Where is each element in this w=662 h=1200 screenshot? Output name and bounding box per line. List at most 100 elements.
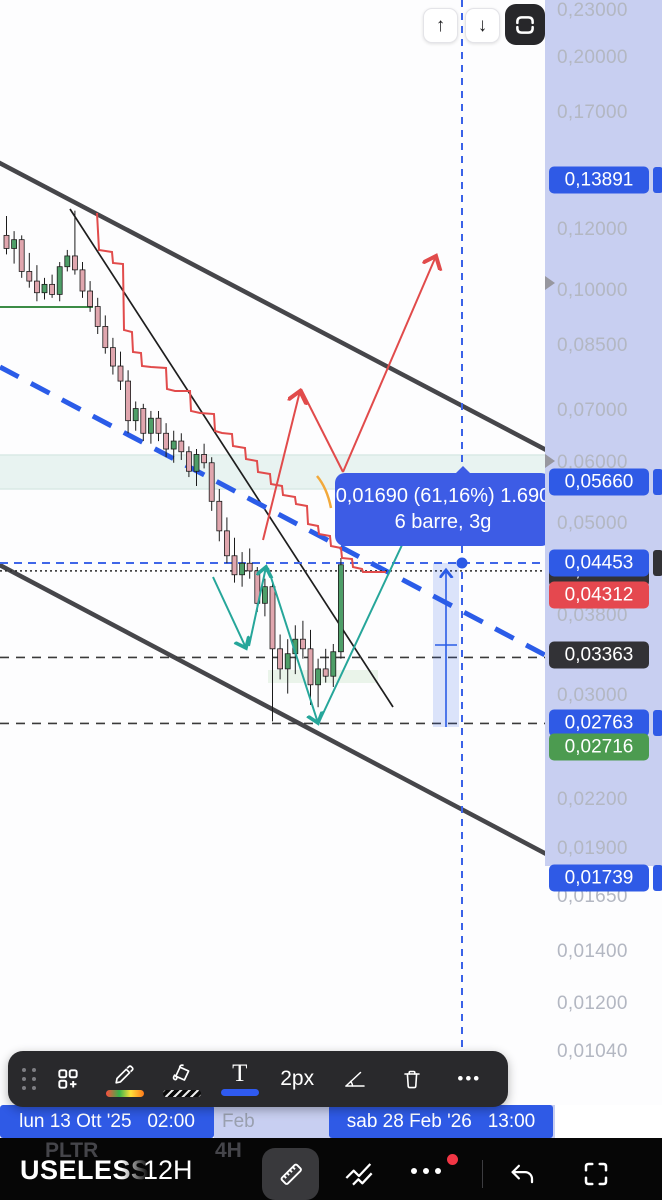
- price-label-blue: 0,13891: [549, 166, 649, 194]
- candle: [147, 417, 154, 434]
- measure-tooltip-line2: 6 barre, 3g: [394, 511, 492, 533]
- notification-dot: [447, 1154, 458, 1165]
- more-options-button[interactable]: •••: [441, 1069, 498, 1089]
- candle: [72, 255, 78, 271]
- price-tick-label: 0,12000: [557, 218, 628, 240]
- price-tick-label: 0,02200: [557, 789, 628, 811]
- channel-upper-line[interactable]: [0, 160, 552, 454]
- undo-button[interactable]: [503, 1156, 541, 1192]
- pan-down-button[interactable]: ↓: [465, 8, 500, 43]
- time-tick-label: Feb: [222, 1111, 255, 1132]
- line-color-swatch: [106, 1089, 145, 1097]
- measure-tool-button[interactable]: [262, 1148, 319, 1200]
- text-tool-button[interactable]: T: [211, 1061, 268, 1096]
- candle: [261, 586, 268, 604]
- edge-price-stub: [653, 865, 662, 891]
- red-projection-arrows[interactable]: [262, 256, 436, 541]
- arrow-up-icon: ↑: [435, 14, 446, 36]
- measure-tooltip: 0,01690 (61,16%) 1.690 6 barre, 3g: [335, 473, 551, 546]
- fill-pattern-swatch: [163, 1089, 202, 1097]
- candle: [56, 266, 63, 295]
- fill-color-button[interactable]: [154, 1062, 211, 1097]
- candle: [185, 451, 192, 472]
- edge-price-stub: [653, 710, 662, 736]
- candle: [79, 269, 86, 292]
- candle: [239, 562, 246, 576]
- candle: [125, 380, 131, 422]
- candle: [94, 306, 101, 327]
- candle: [163, 432, 170, 450]
- candle: [315, 668, 322, 686]
- text-color-swatch: [220, 1088, 259, 1096]
- candle: [49, 283, 55, 295]
- price-tick-label: 0,01200: [557, 992, 628, 1014]
- price-tick-label: 0,07000: [557, 399, 628, 421]
- measure-band[interactable]: [433, 563, 459, 727]
- symbol-button[interactable]: USELESS: [20, 1155, 150, 1185]
- candle: [337, 564, 344, 653]
- measure-handle-dot[interactable]: [456, 557, 468, 569]
- price-tick-label: 0,08500: [557, 334, 628, 356]
- edge-price-stub: [653, 167, 662, 193]
- edge-price-stub: [653, 469, 662, 495]
- candle: [284, 653, 291, 670]
- price-tick-label: 0,03000: [557, 684, 628, 706]
- line-color-button[interactable]: [96, 1062, 153, 1097]
- interval-button[interactable]: 12H: [143, 1155, 193, 1185]
- toolbar-drag-handle[interactable]: [22, 1068, 37, 1090]
- candle: [299, 638, 306, 650]
- pencil-icon: [115, 1064, 134, 1084]
- candle: [155, 417, 162, 434]
- candle: [132, 408, 139, 422]
- delete-drawing-button[interactable]: [383, 1066, 440, 1092]
- price-label-blue: 0,02763: [549, 709, 649, 737]
- drawings-panel-button[interactable]: [338, 1156, 384, 1192]
- pan-up-button[interactable]: ↑: [423, 8, 458, 43]
- template-button[interactable]: [39, 1066, 96, 1092]
- end-date-label: sab 28 Feb '26 13:00: [329, 1105, 553, 1138]
- previous-symbol-label: PLTR: [45, 1139, 99, 1162]
- start-date-label: lun 13 Ott '25 02:00: [0, 1105, 214, 1138]
- orange-curve[interactable]: [316, 475, 333, 509]
- candle: [26, 271, 33, 282]
- axis-arrow-marker: [545, 454, 555, 468]
- candle: [102, 326, 109, 349]
- candle: [117, 365, 124, 382]
- angle-tool-button[interactable]: [326, 1067, 383, 1091]
- screenshot-button[interactable]: [505, 4, 545, 45]
- trailing-stop-line[interactable]: [96, 212, 386, 573]
- candle: [18, 239, 25, 272]
- price-axis[interactable]: 0,23000 0,20000 0,17000 0,12000 0,10000 0,085…: [545, 0, 662, 1105]
- ellipsis-icon: •••: [457, 1069, 482, 1088]
- price-tick-label: 0,03800: [557, 605, 628, 627]
- edge-price-stub: [653, 550, 662, 576]
- ellipsis-icon: [411, 1168, 441, 1174]
- price-label-dark: 0,03363: [549, 641, 649, 669]
- candlestick-series: [3, 210, 344, 722]
- price-tick-label: 0,01900: [557, 838, 628, 860]
- candle: [34, 280, 40, 294]
- ruler-icon: [280, 1163, 302, 1185]
- price-tick-label: 0,06000: [557, 451, 628, 473]
- price-tick-label: 0,05000: [557, 513, 628, 535]
- time-axis[interactable]: Feb lun 13 Ott '25 02:00 sab 28 Feb '26 …: [0, 1105, 662, 1138]
- more-tools-button[interactable]: [411, 1154, 463, 1188]
- fullscreen-icon: [584, 1162, 608, 1186]
- stroke-width-button[interactable]: 2px: [269, 1067, 326, 1091]
- measure-tooltip-line1: 0,01690 (61,16%) 1.690: [335, 485, 551, 507]
- candle: [330, 651, 337, 677]
- fullscreen-button[interactable]: [575, 1156, 617, 1192]
- price-tick-label: 0,23000: [557, 0, 628, 21]
- candle: [64, 255, 71, 268]
- price-label-green: 0,02716: [549, 733, 649, 761]
- price-tick-label: 0,01400: [557, 941, 628, 963]
- price-tick-label: 0,17000: [557, 101, 628, 123]
- candle: [223, 530, 230, 557]
- candle: [178, 440, 185, 453]
- teal-zigzag-arrows[interactable]: [212, 544, 403, 723]
- candle: [322, 668, 329, 677]
- candle: [193, 454, 200, 472]
- candle: [3, 234, 10, 249]
